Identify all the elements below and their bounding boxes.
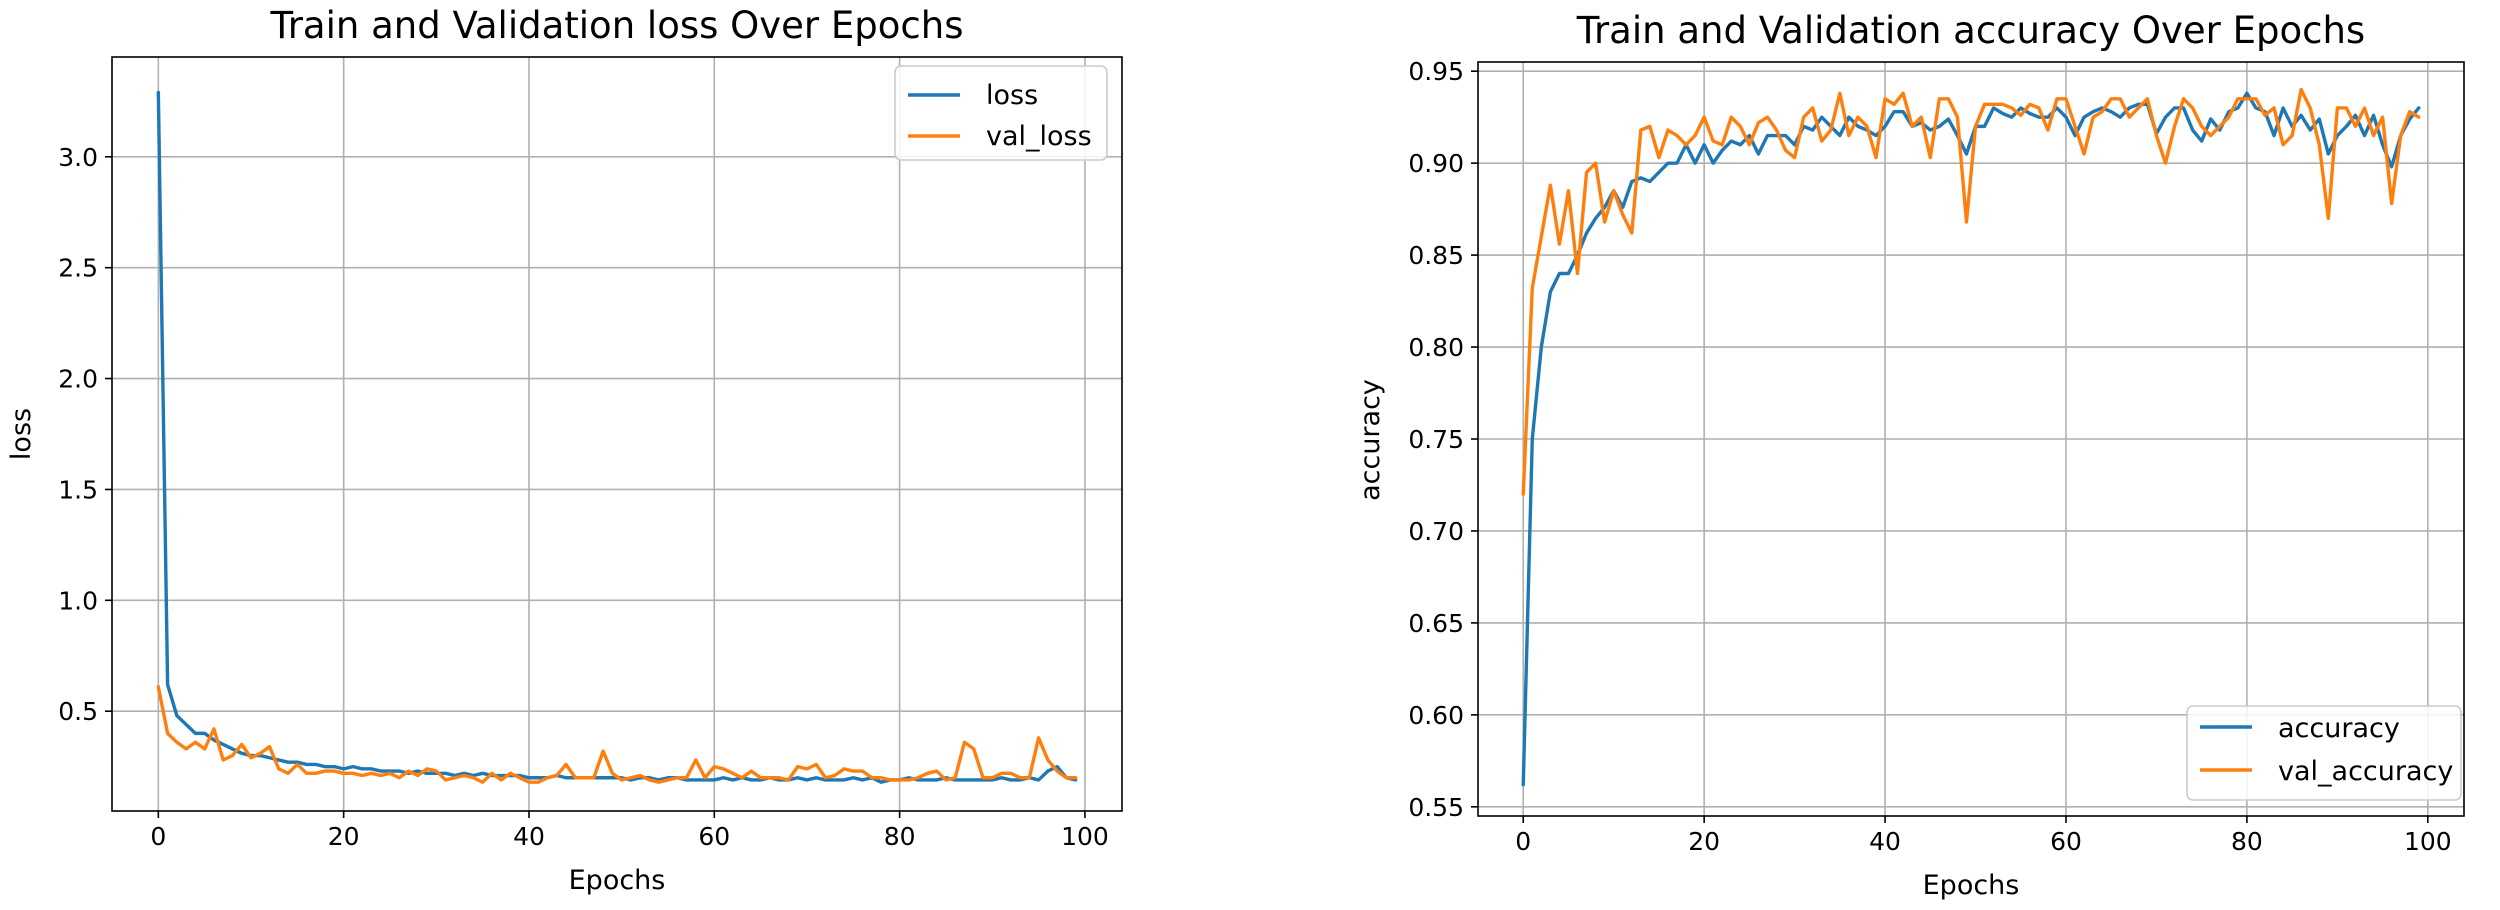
accuracy-ytick-label-6: 0.85 <box>1408 241 1464 270</box>
accuracy-series-accuracy <box>1521 91 2421 787</box>
loss-plot-area <box>111 56 1123 812</box>
legend-label-val-accuracy: val_accuracy <box>2278 756 2453 787</box>
loss-xtick-label-0: 0 <box>150 822 166 851</box>
accuracy-ytick-label-0: 0.55 <box>1408 793 1464 822</box>
accuracy-xtick-label-0: 0 <box>1515 827 1531 856</box>
accuracy-series-val-accuracy <box>1521 87 2421 496</box>
loss-series-val-loss <box>156 685 1078 784</box>
loss-xtick-label-20: 20 <box>328 822 360 851</box>
legend-label-loss: loss <box>986 80 1038 111</box>
legend-label-val-loss: val_loss <box>986 121 1092 152</box>
loss-xtick-label-60: 60 <box>698 822 730 851</box>
accuracy-chart-xlabel: Epochs <box>1923 870 2020 901</box>
loss-chart-title: Train and Validation loss Over Epochs <box>270 4 964 47</box>
loss-chart-xlabel: Epochs <box>569 865 666 896</box>
loss-xtick-label-40: 40 <box>513 822 545 851</box>
loss-xtick-label-100: 100 <box>1061 822 1109 851</box>
accuracy-legend-box <box>2186 705 2462 801</box>
accuracy-xtick-label-80: 80 <box>2231 827 2263 856</box>
loss-chart: Train and Validation loss Over Epochs Ep… <box>6 4 1123 896</box>
accuracy-plot-area <box>1477 61 2465 817</box>
accuracy-xtick-label-20: 20 <box>1688 827 1720 856</box>
loss-ytick-label-5: 3.0 <box>58 143 98 172</box>
accuracy-ytick-label-1: 0.60 <box>1408 701 1464 730</box>
accuracy-ytick-label-5: 0.80 <box>1408 333 1464 362</box>
loss-chart-ylabel: loss <box>6 408 37 460</box>
loss-xtick-label-80: 80 <box>884 822 916 851</box>
loss-legend: loss val_loss <box>894 65 1108 161</box>
accuracy-xtick-label-100: 100 <box>2404 827 2452 856</box>
accuracy-xtick-label-60: 60 <box>2050 827 2082 856</box>
loss-ytick-label-2: 1.5 <box>58 475 98 504</box>
loss-ytick-label-4: 2.5 <box>58 254 98 283</box>
accuracy-chart: Train and Validation accuracy Over Epoch… <box>1355 9 2465 901</box>
accuracy-legend: accuracy val_accuracy <box>2186 705 2462 801</box>
loss-ytick-label-1: 1.0 <box>58 586 98 615</box>
loss-ytick-label-3: 2.0 <box>58 365 98 394</box>
accuracy-ytick-label-8: 0.95 <box>1408 57 1464 86</box>
accuracy-chart-ylabel: accuracy <box>1355 379 1386 501</box>
accuracy-ytick-label-3: 0.70 <box>1408 517 1464 546</box>
accuracy-ytick-label-2: 0.65 <box>1408 609 1464 638</box>
accuracy-ytick-label-7: 0.90 <box>1408 149 1464 178</box>
legend-label-accuracy: accuracy <box>2278 713 2400 744</box>
accuracy-ytick-label-4: 0.75 <box>1408 425 1464 454</box>
accuracy-chart-title: Train and Validation accuracy Over Epoch… <box>1576 9 2365 52</box>
loss-ytick-label-0: 0.5 <box>58 697 98 726</box>
accuracy-xtick-label-40: 40 <box>1869 827 1901 856</box>
